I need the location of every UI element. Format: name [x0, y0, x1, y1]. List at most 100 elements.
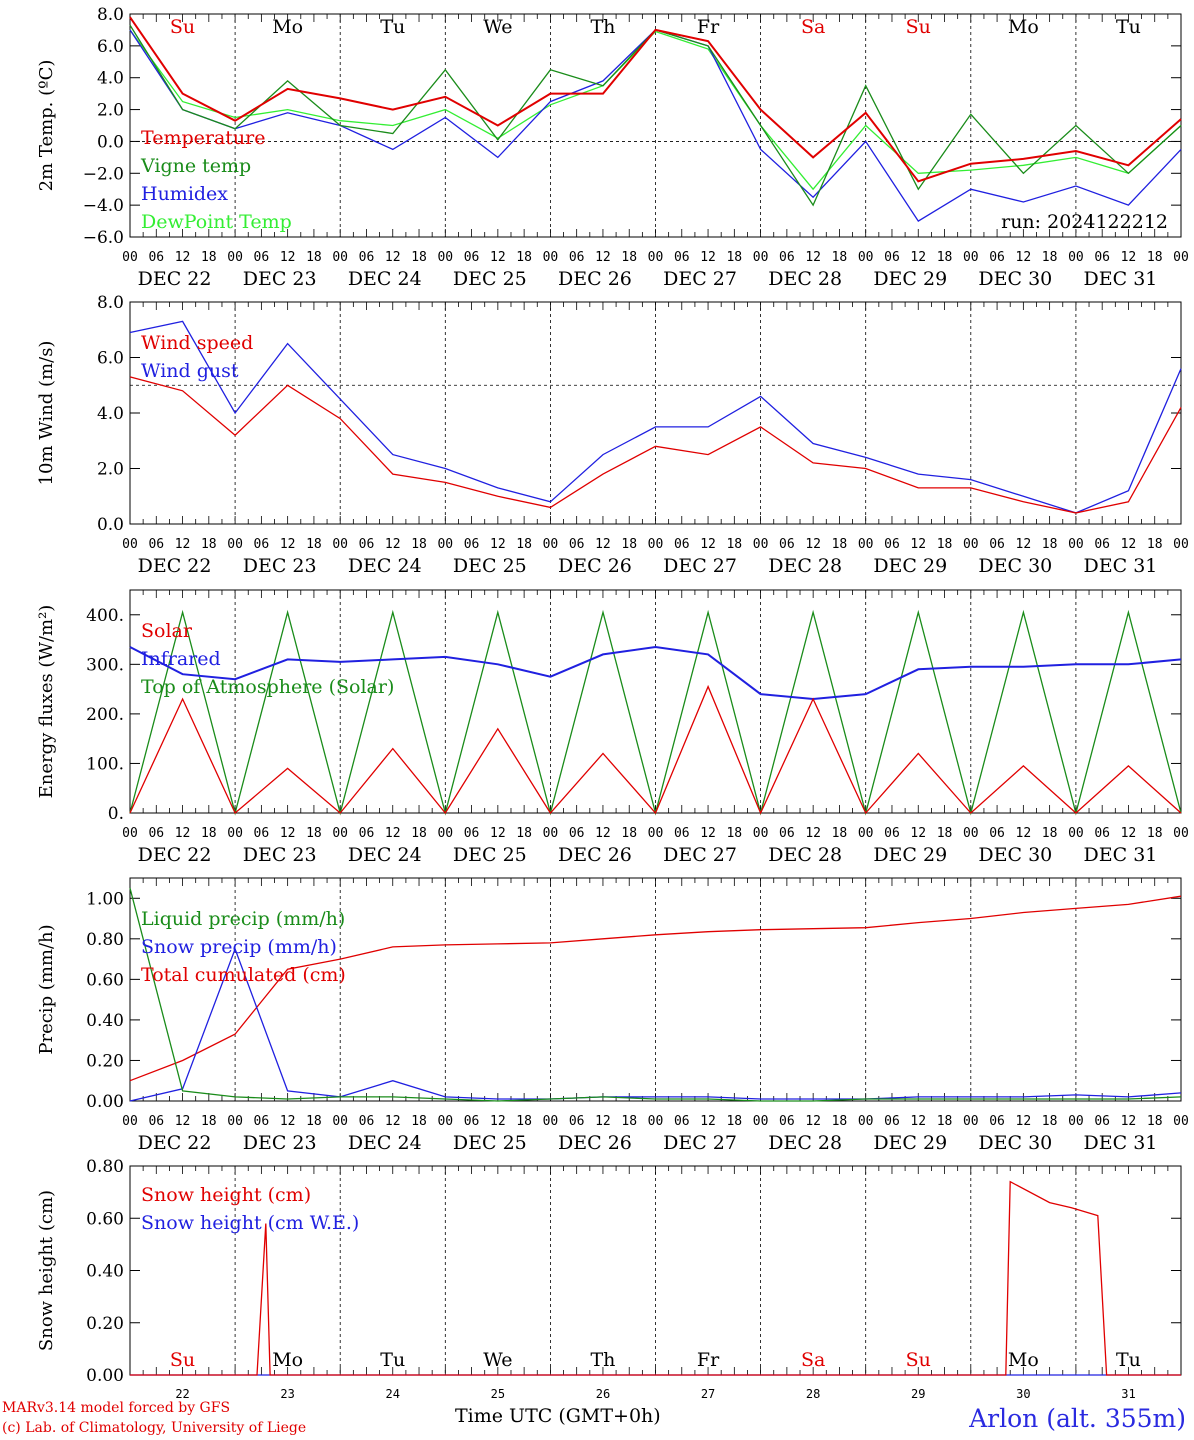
hour-label: 12	[490, 826, 506, 841]
hour-label: 18	[201, 537, 217, 552]
legend-entry: Snow height (cm)	[141, 1184, 311, 1206]
y-axis-label: 2m Temp. (ºC)	[36, 60, 57, 192]
hour-label: 12	[1121, 537, 1137, 552]
hour-label: 12	[700, 537, 716, 552]
hour-label: 00	[963, 250, 979, 265]
y-tick-label: 2.0	[97, 101, 124, 121]
day-label: DEC 24	[348, 1132, 422, 1154]
y-tick-label: 8.0	[97, 293, 124, 313]
legend-entry: Infrared	[141, 648, 221, 670]
hour-label: 00	[122, 537, 138, 552]
hour-label: 12	[805, 826, 821, 841]
day-label: DEC 22	[138, 268, 212, 290]
hour-label: 12	[1016, 826, 1032, 841]
hour-label: 18	[1042, 250, 1058, 265]
hour-label: 00	[1173, 250, 1189, 265]
x-axis-title: Time UTC (GMT+0h)	[455, 1405, 661, 1427]
weekday-label-bottom: We	[483, 1349, 512, 1371]
hour-label: 00	[858, 250, 874, 265]
hour-label: 18	[937, 537, 953, 552]
day-label: DEC 30	[978, 1132, 1052, 1154]
hour-label: 18	[1042, 537, 1058, 552]
legend-entry: Top of Atmosphere (Solar)	[141, 676, 394, 698]
hour-label: 06	[254, 826, 270, 841]
day-label: DEC 27	[663, 555, 737, 577]
hour-label: 06	[674, 1114, 690, 1129]
series-line-liquid-precip-mm-h-	[129, 887, 1182, 1102]
day-label: DEC 22	[138, 1132, 212, 1154]
lab-credit: (c) Lab. of Climatology, University of L…	[2, 1420, 307, 1436]
run-label: run: 2024122212	[1001, 211, 1168, 233]
hour-label: 06	[779, 1114, 795, 1129]
hour-label: 06	[779, 826, 795, 841]
weekday-label-top: Mo	[1008, 16, 1039, 38]
hour-label: 06	[779, 537, 795, 552]
y-tick-label: 0.20	[86, 1051, 124, 1071]
hour-label: 12	[910, 250, 926, 265]
hour-label: 06	[779, 250, 795, 265]
hour-label: 18	[1042, 1114, 1058, 1129]
day-number: 27	[701, 1387, 715, 1401]
hour-label: 12	[700, 1114, 716, 1129]
hour-label: 12	[1121, 826, 1137, 841]
hour-label: 00	[227, 537, 243, 552]
hour-label: 00	[227, 250, 243, 265]
day-number: 24	[386, 1387, 400, 1401]
hour-label: 12	[280, 250, 296, 265]
day-number: 30	[1016, 1387, 1030, 1401]
day-label: DEC 28	[768, 1132, 842, 1154]
day-label: DEC 26	[558, 844, 632, 866]
hour-label: 06	[1094, 826, 1110, 841]
day-label: DEC 27	[663, 268, 737, 290]
y-tick-label: 400.	[86, 606, 124, 626]
day-number: 23	[280, 1387, 294, 1401]
hour-label: 18	[937, 826, 953, 841]
series-line-snow-height-cm-	[130, 1180, 1181, 1376]
y-tick-label: −6.0	[83, 228, 124, 248]
hour-label: 00	[122, 250, 138, 265]
day-label: DEC 23	[243, 555, 317, 577]
hour-label: 18	[937, 250, 953, 265]
series-line-wind-speed	[129, 376, 1182, 514]
day-label: DEC 24	[348, 555, 422, 577]
series-line-solar	[129, 684, 1182, 815]
hour-label: 00	[1068, 537, 1084, 552]
y-tick-label: 0.00	[86, 1092, 124, 1112]
hour-label: 06	[148, 826, 164, 841]
hour-label: 12	[910, 826, 926, 841]
y-tick-label: 100.	[86, 754, 124, 774]
hour-label: 12	[385, 1114, 401, 1129]
hour-label: 12	[1121, 1114, 1137, 1129]
hour-label: 12	[805, 250, 821, 265]
hour-label: 00	[332, 537, 348, 552]
hour-label: 00	[753, 1114, 769, 1129]
hour-label: 12	[280, 537, 296, 552]
legend-entry: Snow height (cm W.E.)	[141, 1212, 359, 1234]
legend-entry: DewPoint Temp	[141, 211, 292, 233]
hour-label: 06	[1094, 250, 1110, 265]
hour-label: 00	[963, 826, 979, 841]
day-label: DEC 30	[978, 268, 1052, 290]
day-label: DEC 27	[663, 1132, 737, 1154]
legend-entry: Liquid precip (mm/h)	[141, 908, 345, 930]
y-tick-label: 0.60	[86, 970, 124, 990]
weekday-label-top: Fr	[697, 16, 720, 38]
hour-label: 12	[1016, 1114, 1032, 1129]
y-tick-label: 200.	[86, 705, 124, 725]
hour-label: 00	[648, 250, 664, 265]
y-axis-label: Snow height (cm)	[36, 1190, 57, 1351]
hour-label: 06	[464, 826, 480, 841]
hour-label: 06	[359, 1114, 375, 1129]
weekday-label-bottom: Mo	[272, 1349, 303, 1371]
hour-label: 06	[254, 1114, 270, 1129]
day-number: 31	[1121, 1387, 1135, 1401]
hour-label: 06	[884, 826, 900, 841]
hour-label: 00	[1068, 826, 1084, 841]
hour-label: 06	[359, 250, 375, 265]
hour-label: 00	[963, 537, 979, 552]
legend-entry: Wind gust	[141, 360, 239, 382]
legend-entry: Temperature	[141, 127, 265, 149]
y-tick-label: 6.0	[97, 349, 124, 369]
hour-label: 06	[254, 537, 270, 552]
